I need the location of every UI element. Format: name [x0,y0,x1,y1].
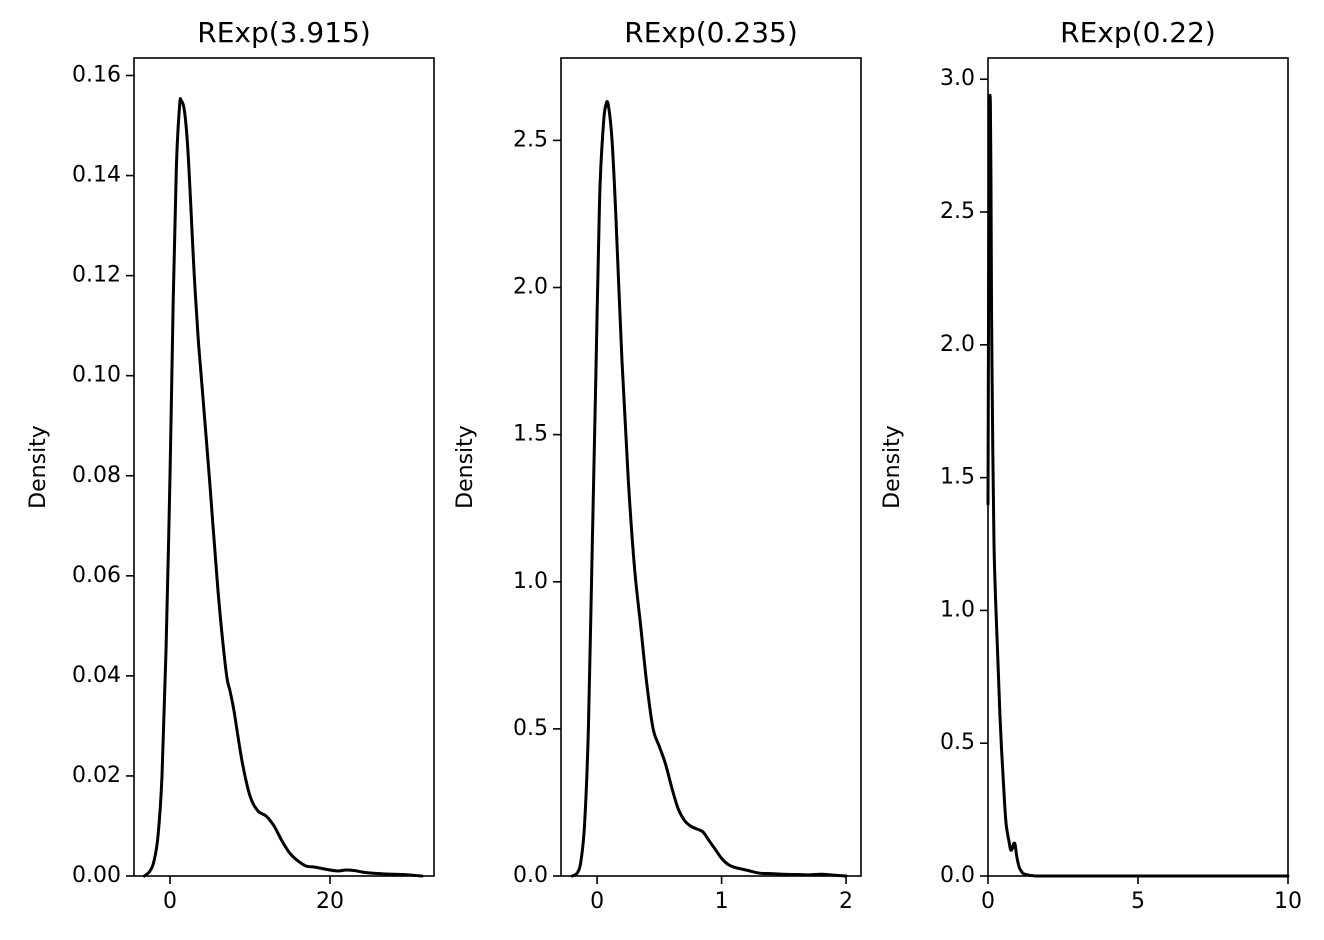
x-tick-label: 10 [1274,889,1302,914]
y-tick-label: 0.04 [72,663,121,688]
y-axis-label: Density [880,425,905,509]
y-tick-label: 0.5 [513,716,548,741]
y-tick-label: 0.08 [72,463,121,488]
axis-ticks: 0.0 0.5 1.0 1.5 2.0 2.5 0 1 2 [513,127,853,914]
density-curve [986,93,1290,878]
y-tick-label: 2.5 [940,199,975,224]
y-tick-label: 0.12 [72,263,121,288]
x-tick-label: 0 [590,889,604,914]
x-tick-label: 1 [715,889,729,914]
axis-ticks: 0.00 0.02 0.04 0.06 0.08 0.10 0.12 0.14 0.16 0 20 [72,63,344,914]
y-tick-label: 3.0 [940,66,975,91]
y-tick-label: 1.0 [513,569,548,594]
density-curve [570,100,848,878]
chart-title: RExp(3.915) [197,16,371,49]
y-tick-label: 0.16 [72,63,121,88]
x-tick-label: 2 [839,889,853,914]
y-tick-label: 2.5 [513,127,548,152]
plot-frame [987,57,1289,877]
chart-title: RExp(0.22) [1060,16,1216,49]
y-axis-label: Density [453,425,478,509]
y-tick-label: 2.0 [940,332,975,357]
subplot-rexp-022: RExp(0.22) Density 0.0 0.5 1.0 1.5 2.0 2.5 3.0… [880,16,1302,914]
axis-ticks: 0.0 0.5 1.0 1.5 2.0 2.5 3.0 0 5 10 [940,66,1302,914]
y-tick-label: 0.14 [72,163,121,188]
y-tick-label: 0.5 [940,730,975,755]
density-curve [142,97,424,878]
y-tick-label: 2.0 [513,275,548,300]
chart-title: RExp(0.235) [624,16,798,49]
x-tick-label: 0 [981,889,995,914]
subplot-rexp-0235: RExp(0.235) Density 0.0 0.5 1.0 1.5 2.0 2.5 0 1… [453,16,862,914]
y-tick-label: 1.0 [940,597,975,622]
y-tick-label: 0.0 [940,863,975,888]
x-tick-label: 20 [316,889,344,914]
y-tick-label: 0.10 [72,363,121,388]
y-tick-label: 0.00 [72,863,121,888]
plot-frame [560,57,862,877]
y-tick-label: 0.06 [72,563,121,588]
x-tick-label: 0 [163,889,177,914]
y-tick-label: 1.5 [513,422,548,447]
plot-frame [133,57,435,877]
x-tick-label: 5 [1131,889,1145,914]
y-axis-label: Density [26,425,51,509]
y-tick-label: 0.0 [513,863,548,888]
subplot-rexp-3915: RExp(3.915) Density 0.00 0.02 0.04 0.06 0.08… [26,16,435,914]
y-tick-label: 1.5 [940,465,975,490]
y-tick-label: 0.02 [72,763,121,788]
